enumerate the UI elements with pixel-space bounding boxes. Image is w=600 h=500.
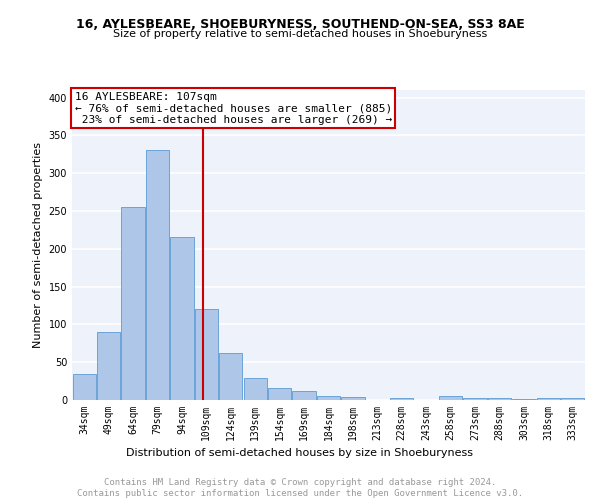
Bar [97,332,120,400]
Bar [268,388,291,400]
Bar [488,398,511,400]
Bar [244,378,267,400]
Bar [292,391,316,400]
Text: 16 AYLESBEARE: 107sqm
← 76% of semi-detached houses are smaller (885)
 23% of se: 16 AYLESBEARE: 107sqm ← 76% of semi-deta… [74,92,392,124]
Bar [121,207,145,400]
Bar [170,238,194,400]
Text: 16, AYLESBEARE, SHOEBURYNESS, SOUTHEND-ON-SEA, SS3 8AE: 16, AYLESBEARE, SHOEBURYNESS, SOUTHEND-O… [76,18,524,30]
Bar [439,396,462,400]
Text: Distribution of semi-detached houses by size in Shoeburyness: Distribution of semi-detached houses by … [127,448,473,458]
Bar [195,308,218,400]
Bar [390,398,413,400]
Bar [463,398,487,400]
Bar [512,399,536,400]
Text: Size of property relative to semi-detached houses in Shoeburyness: Size of property relative to semi-detach… [113,29,487,39]
Bar [317,396,340,400]
Y-axis label: Number of semi-detached properties: Number of semi-detached properties [33,142,43,348]
Bar [219,353,242,400]
Bar [537,398,560,400]
Bar [146,150,169,400]
Bar [73,374,96,400]
Bar [561,398,584,400]
Bar [341,397,365,400]
Text: Contains HM Land Registry data © Crown copyright and database right 2024.
Contai: Contains HM Land Registry data © Crown c… [77,478,523,498]
